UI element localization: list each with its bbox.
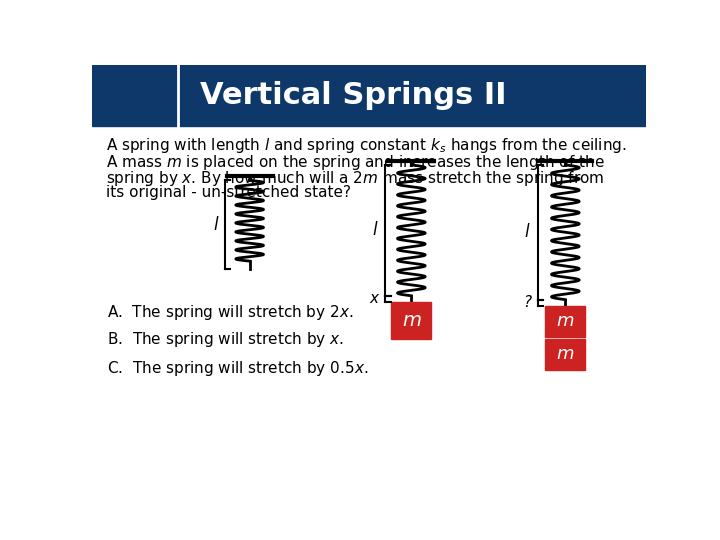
Text: $m$: $m$ xyxy=(402,311,421,330)
Text: B.  The spring will stretch by $x$.: B. The spring will stretch by $x$. xyxy=(107,330,344,349)
Bar xyxy=(92,65,647,126)
Text: $m$: $m$ xyxy=(556,312,575,330)
Bar xyxy=(545,339,585,370)
Text: A.  The spring will stretch by 2$x$.: A. The spring will stretch by 2$x$. xyxy=(107,303,354,322)
Text: $l$: $l$ xyxy=(524,223,531,241)
Text: A spring with length $l$ and spring constant $k_s$ hangs from the ceiling.: A spring with length $l$ and spring cons… xyxy=(106,137,626,156)
Text: Vertical Springs II: Vertical Springs II xyxy=(199,81,506,110)
Text: $l$: $l$ xyxy=(372,221,379,239)
Text: A mass $m$ is placed on the spring and increases the length of the: A mass $m$ is placed on the spring and i… xyxy=(106,153,604,172)
Text: spring by $x$. By how much will a 2$m$ mass stretch the spring from: spring by $x$. By how much will a 2$m$ m… xyxy=(106,168,604,188)
Bar xyxy=(545,306,585,336)
Text: $x$: $x$ xyxy=(369,292,381,306)
Text: $m$: $m$ xyxy=(556,345,575,363)
Text: its original - un-stretched state?: its original - un-stretched state? xyxy=(106,185,351,200)
Text: ?: ? xyxy=(523,295,531,310)
Bar xyxy=(392,302,431,339)
Text: $l$: $l$ xyxy=(212,215,219,234)
Text: C.  The spring will stretch by 0.5$x$.: C. The spring will stretch by 0.5$x$. xyxy=(107,359,369,378)
